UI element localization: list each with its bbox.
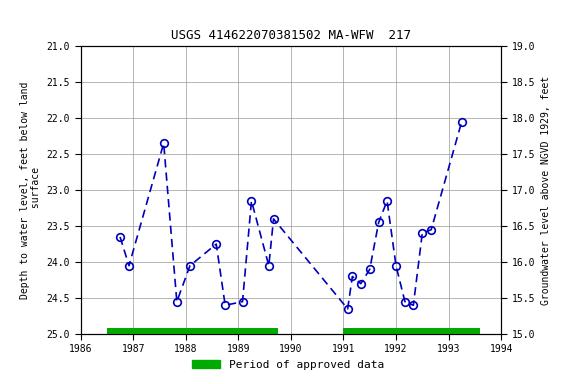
Title: USGS 414622070381502 MA-WFW  217: USGS 414622070381502 MA-WFW 217 [171, 29, 411, 42]
Legend: Period of approved data: Period of approved data [188, 356, 388, 375]
Y-axis label: Depth to water level, feet below land
 surface: Depth to water level, feet below land su… [20, 81, 41, 299]
Y-axis label: Groundwater level above NGVD 1929, feet: Groundwater level above NGVD 1929, feet [541, 76, 551, 305]
